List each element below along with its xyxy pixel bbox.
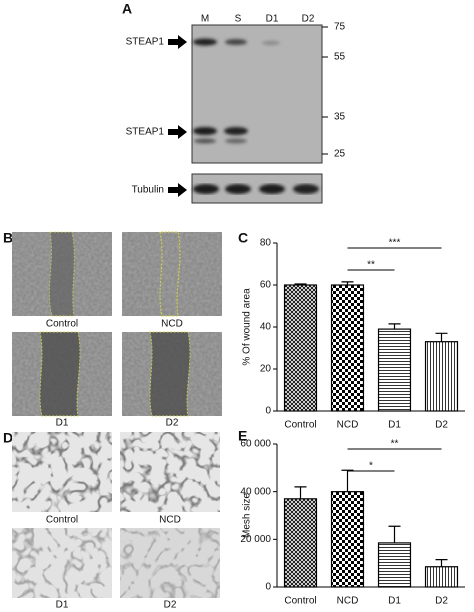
y-tick-label: 20 — [260, 364, 272, 375]
lane-label: D1 — [266, 14, 279, 25]
panel-letter: C — [238, 230, 248, 246]
y-tick-label: 40 000 — [240, 486, 271, 497]
error-bar — [388, 525, 401, 543]
marker-label: 35 — [334, 112, 346, 123]
bar — [424, 566, 459, 588]
band-label: STEAP1 — [126, 127, 165, 138]
image-label: Control — [46, 319, 78, 330]
significance-label: ** — [367, 260, 375, 271]
bar — [330, 491, 365, 588]
x-tick-label: Control — [284, 596, 316, 607]
band-label: Tubulin — [132, 185, 164, 196]
bar — [377, 328, 412, 412]
image-label: Control — [46, 515, 78, 526]
y-tick-label: 80 — [260, 238, 272, 249]
y-tick-label: 40 — [260, 322, 272, 333]
tube-images — [12, 432, 220, 598]
wound-images — [12, 231, 222, 417]
lane-label: D2 — [302, 14, 315, 25]
x-tick-label: D1 — [388, 420, 401, 431]
error-bar — [294, 283, 307, 285]
x-tick-label: D1 — [388, 596, 401, 607]
blot-bands — [193, 184, 319, 194]
bar — [330, 284, 365, 412]
marker-label: 55 — [334, 52, 346, 63]
error-bar — [341, 469, 354, 492]
panel-letter: E — [238, 428, 247, 444]
y-tick-label: 60 000 — [240, 439, 271, 450]
panel-letter: D — [3, 430, 13, 446]
significance-label: *** — [389, 238, 401, 249]
significance-label: ** — [391, 439, 399, 450]
y-tick-label: 0 — [265, 582, 271, 593]
bar — [283, 498, 318, 588]
x-tick-label: D2 — [435, 420, 448, 431]
band-label: STEAP1 — [126, 37, 165, 48]
image-label: D1 — [56, 418, 69, 429]
x-tick-label: NCD — [337, 596, 359, 607]
panel-letter: A — [122, 1, 132, 17]
error-bar — [341, 281, 354, 285]
image-label: D2 — [164, 600, 177, 611]
y-tick-label: 0 — [265, 406, 271, 417]
x-tick-label: D2 — [435, 596, 448, 607]
lane-label: M — [201, 14, 209, 25]
bar — [283, 284, 318, 412]
marker-label: 25 — [334, 149, 346, 160]
image-label: D1 — [56, 600, 69, 611]
arrow — [168, 35, 187, 49]
y-tick-label: 60 — [260, 280, 272, 291]
arrow — [168, 125, 187, 139]
arrow — [168, 183, 187, 197]
lane-label: S — [235, 14, 242, 25]
error-bar — [388, 323, 401, 330]
error-bar — [294, 486, 307, 499]
x-tick-label: NCD — [337, 420, 359, 431]
bar — [377, 542, 412, 588]
marker-label: 75 — [334, 22, 346, 33]
image-label: D2 — [166, 418, 179, 429]
y-axis-label: % Of wound area — [242, 288, 253, 366]
y-axis-label: Mesh size — [242, 493, 253, 538]
blot-bands — [193, 38, 280, 144]
image-label: NCD — [159, 515, 181, 526]
bar — [424, 341, 459, 412]
error-bar — [435, 558, 448, 567]
image-label: NCD — [161, 319, 183, 330]
panel-letter: B — [3, 230, 13, 246]
error-bar — [435, 332, 448, 342]
y-tick-label: 20 000 — [240, 534, 271, 545]
significance-label: * — [369, 461, 373, 472]
x-tick-label: Control — [284, 420, 316, 431]
